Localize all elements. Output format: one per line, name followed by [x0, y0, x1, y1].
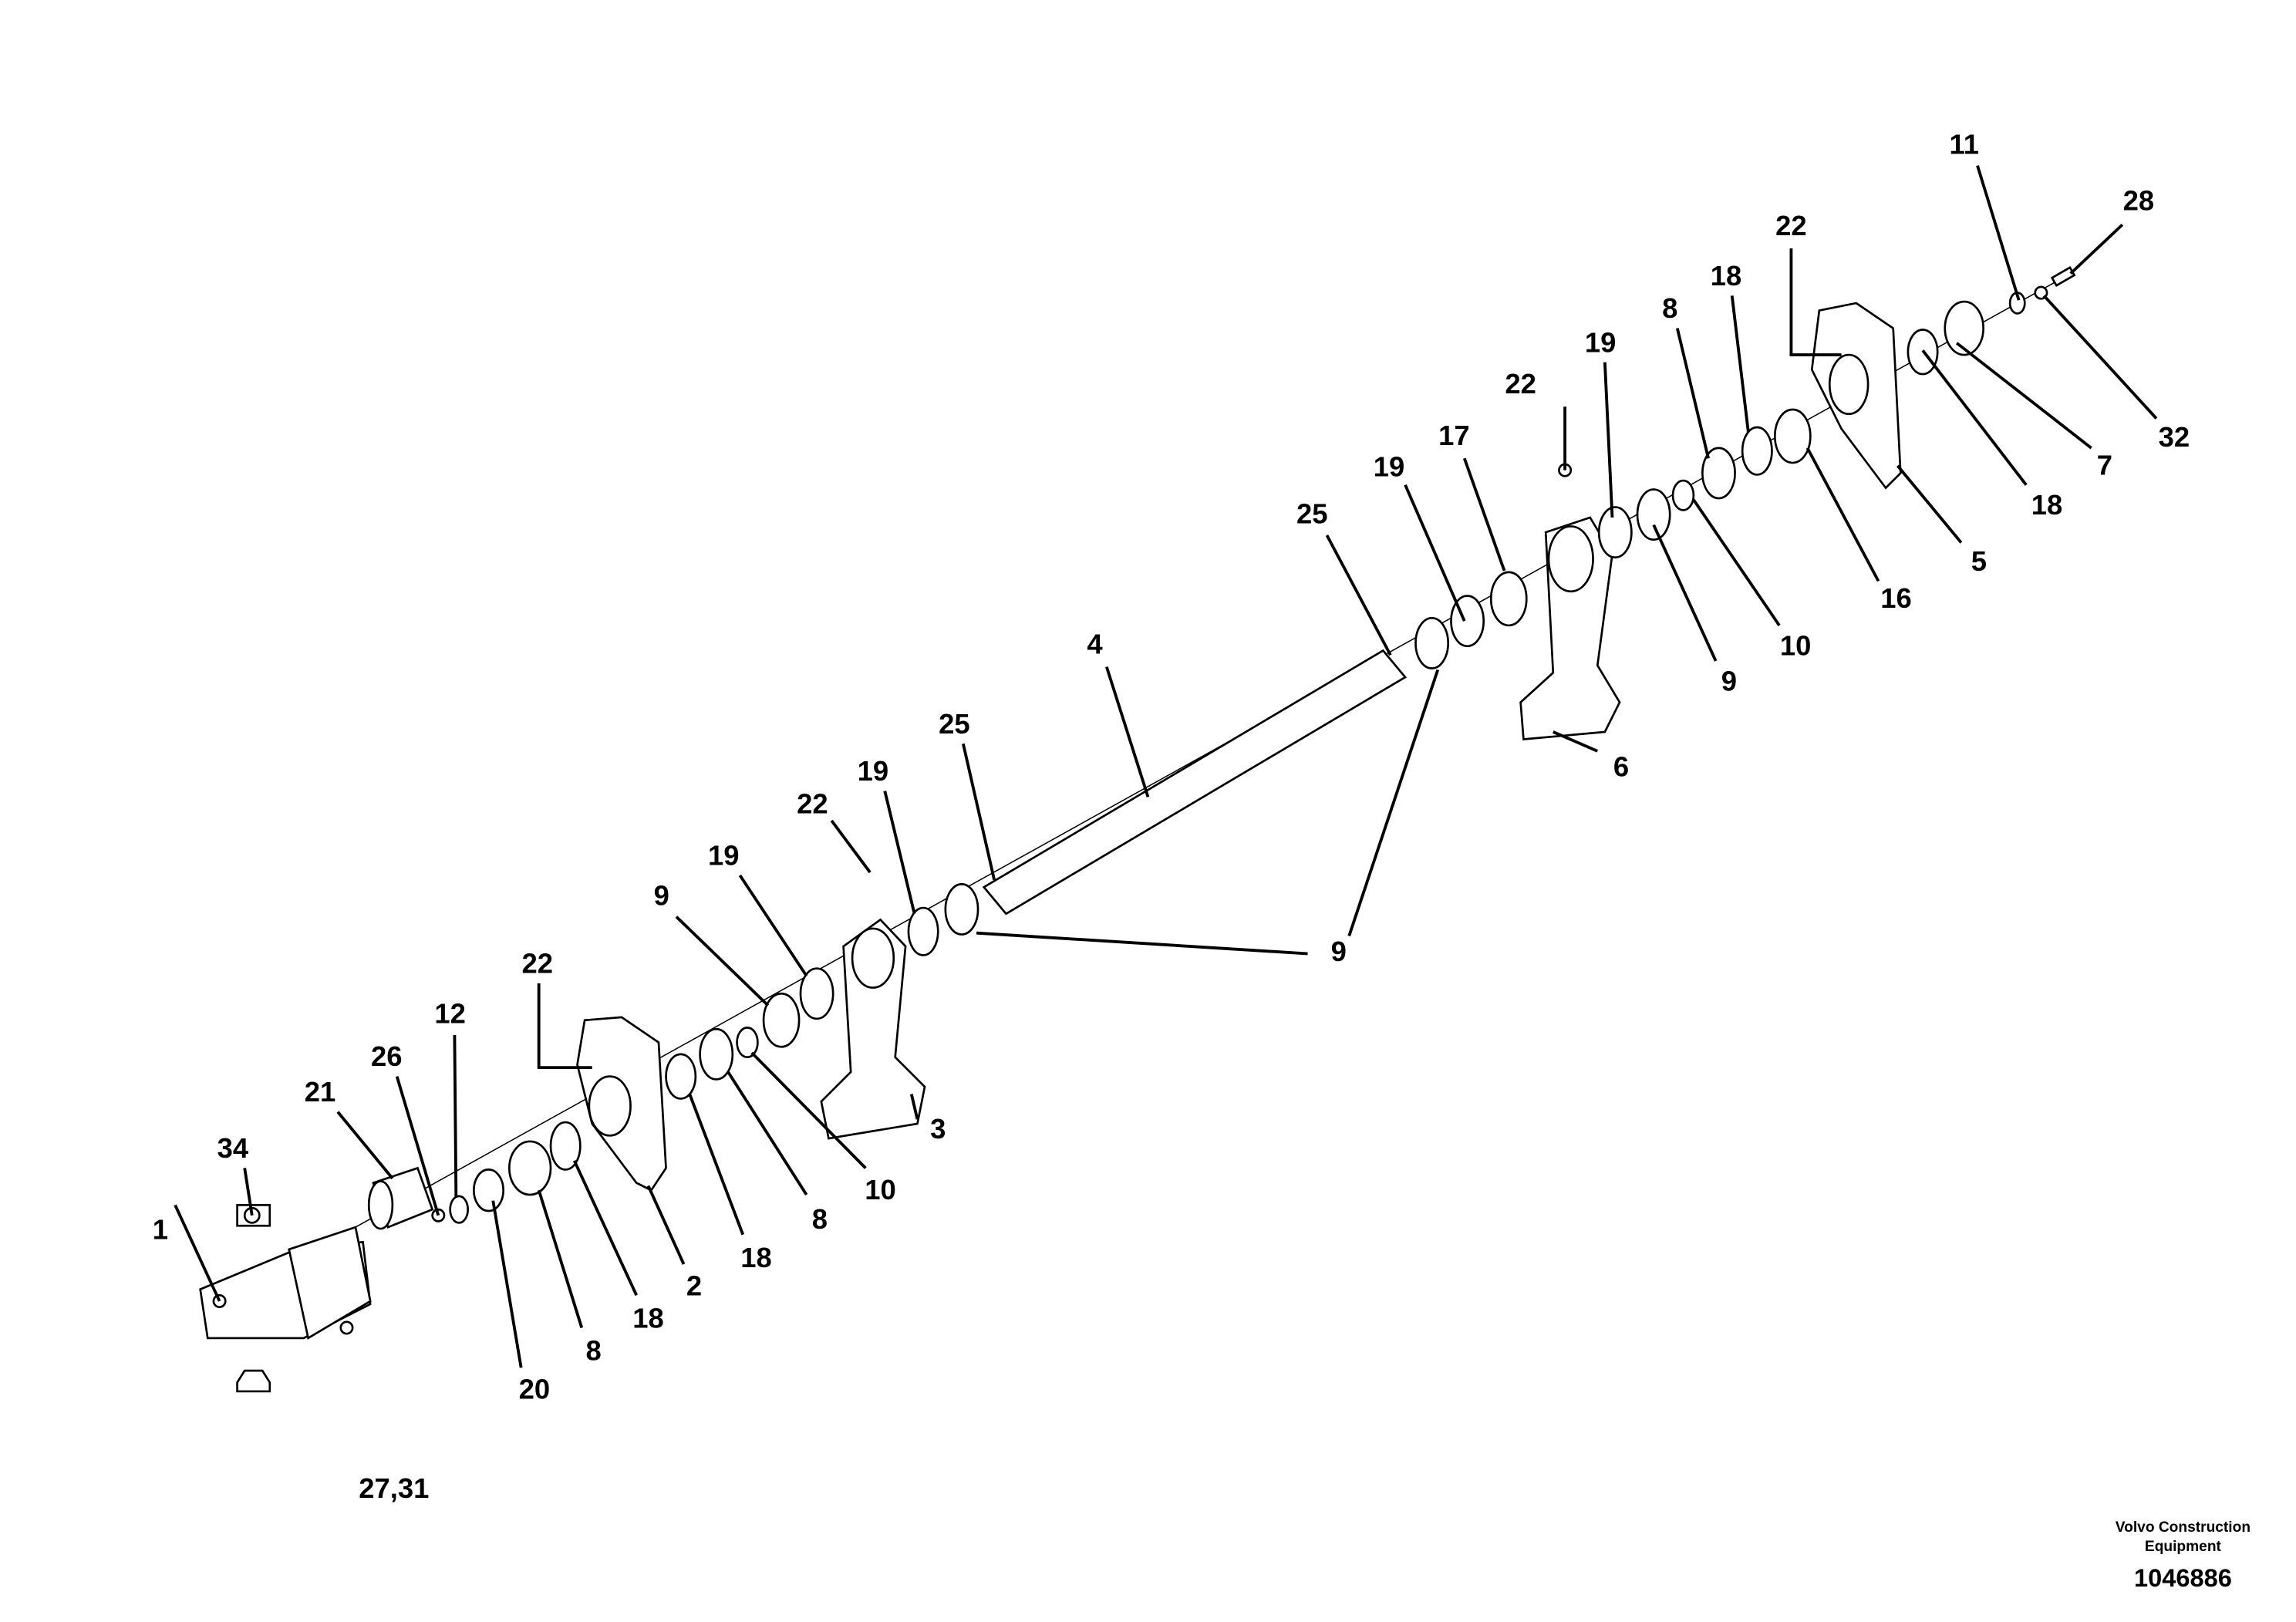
callout: 20: [519, 1374, 551, 1405]
callout: 19: [1374, 450, 1404, 482]
callout: 5: [1971, 545, 1987, 577]
bushing-part: [736, 1027, 759, 1059]
washer-part: [699, 1027, 734, 1081]
callout: 2: [686, 1270, 702, 1301]
callout: 7: [2097, 449, 2112, 481]
washer-part: [944, 883, 979, 936]
seal-part: [1741, 426, 1773, 476]
callout: 18: [740, 1242, 771, 1273]
callout: 8: [585, 1335, 601, 1367]
callout: 9: [1331, 936, 1347, 967]
callout: 12: [434, 998, 466, 1030]
callout: 4: [1087, 628, 1103, 659]
callout: 16: [1880, 582, 1911, 614]
callout: 32: [2159, 421, 2190, 453]
callout: 19: [708, 840, 740, 872]
callout: 1: [153, 1214, 168, 1246]
callout: 26: [371, 1040, 402, 1072]
callout: 17: [1438, 420, 1470, 451]
callout: 18: [2031, 489, 2063, 521]
pump-motor-part: [199, 1204, 372, 1393]
document-number: 1046886: [2134, 1564, 2232, 1592]
bolt-part: [2050, 265, 2076, 288]
callout: 27,31: [359, 1472, 429, 1504]
seal-part: [907, 906, 939, 956]
callout: 19: [858, 755, 889, 787]
callout: 25: [1296, 498, 1327, 530]
callout: 28: [2123, 184, 2155, 216]
callout: 9: [654, 879, 669, 911]
callout: 18: [1711, 260, 1742, 292]
callout: 18: [632, 1303, 664, 1334]
washer-part: [449, 1195, 470, 1224]
callout: 34: [217, 1132, 249, 1164]
callout-labels: 1 34 21 26 12 22 20 8 18 2 18 8 10 3 9 1…: [153, 128, 2190, 1504]
callout: 11: [1949, 128, 1979, 160]
pedestal-bracket-part: [820, 918, 926, 1140]
bearing-part: [472, 1168, 505, 1212]
callout: 22: [1505, 368, 1536, 400]
callout: 22: [522, 947, 554, 979]
brand-line-2: Equipment: [2145, 1539, 2222, 1555]
leader-lines: [174, 165, 2158, 1368]
callout: 25: [939, 708, 970, 740]
bushing-part: [1489, 571, 1528, 627]
seal-part: [799, 967, 834, 1020]
callout: 9: [1721, 665, 1737, 696]
washer-part: [1701, 447, 1736, 500]
callout: 10: [865, 1174, 895, 1206]
callout: 10: [1780, 629, 1811, 661]
washer-part: [762, 992, 801, 1048]
callout: 3: [930, 1113, 946, 1145]
seal-part: [1597, 506, 1633, 559]
bearing-part: [1773, 408, 1812, 464]
seal-part: [665, 1053, 697, 1100]
sleeve-part: [367, 1166, 434, 1230]
washer-part: [1414, 616, 1450, 669]
bushing-part: [1671, 479, 1695, 511]
seal-part: [549, 1121, 582, 1171]
bearing-part: [1944, 300, 1984, 356]
brand-line-1: Volvo Construction: [2116, 1519, 2250, 1536]
bearing-housing-part: [576, 1016, 667, 1192]
shaft-part: [982, 649, 1408, 916]
washer-part: [507, 1140, 552, 1196]
washer-part: [1636, 488, 1671, 541]
callout: 6: [1613, 750, 1629, 782]
bearing-housing-part: [1810, 302, 1902, 490]
callout: 8: [1662, 292, 1677, 324]
callout: 19: [1585, 326, 1617, 358]
callout: 8: [812, 1203, 828, 1235]
callout: 22: [1775, 210, 1807, 241]
callout: 22: [797, 787, 828, 819]
callout: 21: [305, 1076, 336, 1108]
